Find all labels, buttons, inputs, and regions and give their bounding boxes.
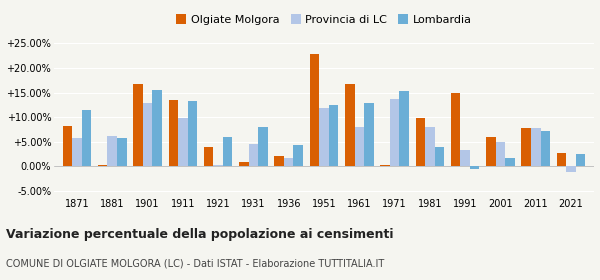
Bar (400, 91, 409, 167)
Bar (364, 104, 374, 167)
Bar (345, 84, 355, 167)
Bar (98, 165, 107, 167)
Text: COMUNE DI OLGIATE MOLGORA (LC) - Dati ISTAT - Elaborazione TUTTITALIA.IT: COMUNE DI OLGIATE MOLGORA (LC) - Dati IS… (6, 259, 384, 269)
Bar (239, 162, 248, 167)
Bar (214, 165, 223, 167)
Legend: Olgiate Molgora, Provincia di LC, Lombardia: Olgiate Molgora, Provincia di LC, Lombar… (176, 14, 472, 25)
Bar (390, 99, 400, 167)
Bar (486, 137, 496, 167)
Bar (274, 156, 284, 167)
Bar (107, 136, 117, 167)
Bar (143, 104, 152, 167)
Bar (541, 130, 550, 167)
Bar (248, 144, 258, 167)
Bar (133, 84, 143, 167)
Bar (451, 93, 460, 167)
Bar (82, 110, 91, 167)
Bar (188, 101, 197, 167)
Bar (566, 167, 576, 172)
Bar (460, 150, 470, 167)
Bar (284, 158, 293, 167)
Bar (310, 54, 319, 167)
Bar (531, 128, 541, 167)
Bar (470, 167, 479, 169)
Bar (434, 147, 444, 167)
Bar (521, 128, 531, 167)
Bar (169, 100, 178, 167)
Bar (380, 165, 390, 167)
Bar (576, 154, 586, 167)
Bar (416, 118, 425, 167)
Text: Variazione percentuale della popolazione ai censimenti: Variazione percentuale della popolazione… (6, 228, 394, 241)
Bar (72, 138, 82, 167)
Bar (223, 137, 232, 167)
Bar (425, 127, 434, 167)
Bar (117, 138, 127, 167)
Bar (496, 142, 505, 167)
Bar (178, 118, 188, 167)
Bar (62, 126, 72, 167)
Bar (258, 127, 268, 167)
Bar (293, 145, 303, 167)
Bar (505, 158, 515, 167)
Bar (557, 153, 566, 167)
Bar (329, 105, 338, 167)
Bar (355, 127, 364, 167)
Bar (204, 147, 214, 167)
Bar (152, 90, 162, 167)
Bar (319, 108, 329, 167)
